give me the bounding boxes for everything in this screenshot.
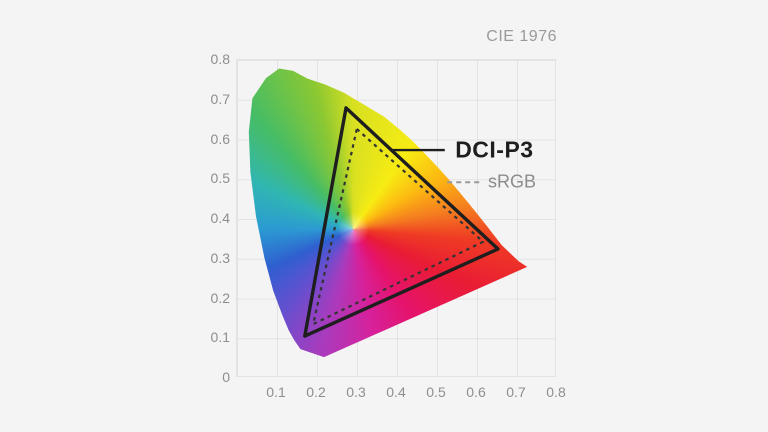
y-tick-label: 0.3 [210,249,230,266]
y-tick-label: 0 [222,369,230,385]
y-tick-label: 0.7 [210,90,230,107]
x-tick-label: 0.2 [306,384,326,400]
srgb-label: sRGB [488,171,537,192]
x-tick-label: 0.6 [466,384,486,400]
y-tick-label: 0.6 [210,130,230,147]
y-tick-label: 0.1 [210,329,230,346]
y-tick-label: 0.2 [210,289,230,306]
chart-title: CIE 1976 [486,28,557,45]
y-tick-label: 0.8 [210,51,230,67]
y-tick-label: 0.5 [210,170,230,187]
dci-p3-label: DCI-P3 [455,136,534,163]
x-tick-label: 0.4 [386,384,406,400]
x-tick-label: 0.8 [546,384,566,400]
x-tick-label: 0.1 [266,384,286,400]
x-tick-label: 0.7 [506,384,526,400]
y-tick-label: 0.4 [210,210,230,226]
x-tick-label: 0.3 [346,384,366,400]
x-tick-label: 0.5 [426,384,446,400]
